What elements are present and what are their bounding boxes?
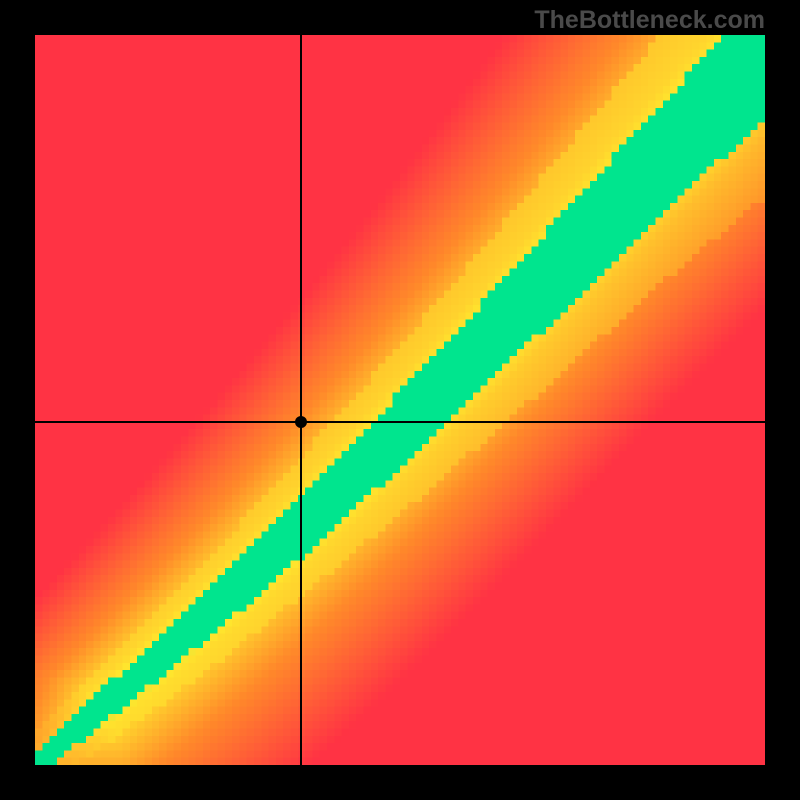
bottleneck-heatmap [35, 35, 765, 765]
crosshair-vertical [300, 35, 302, 765]
plot-area [35, 35, 765, 765]
crosshair-horizontal [35, 421, 765, 423]
watermark-text: TheBottleneck.com [534, 6, 765, 35]
